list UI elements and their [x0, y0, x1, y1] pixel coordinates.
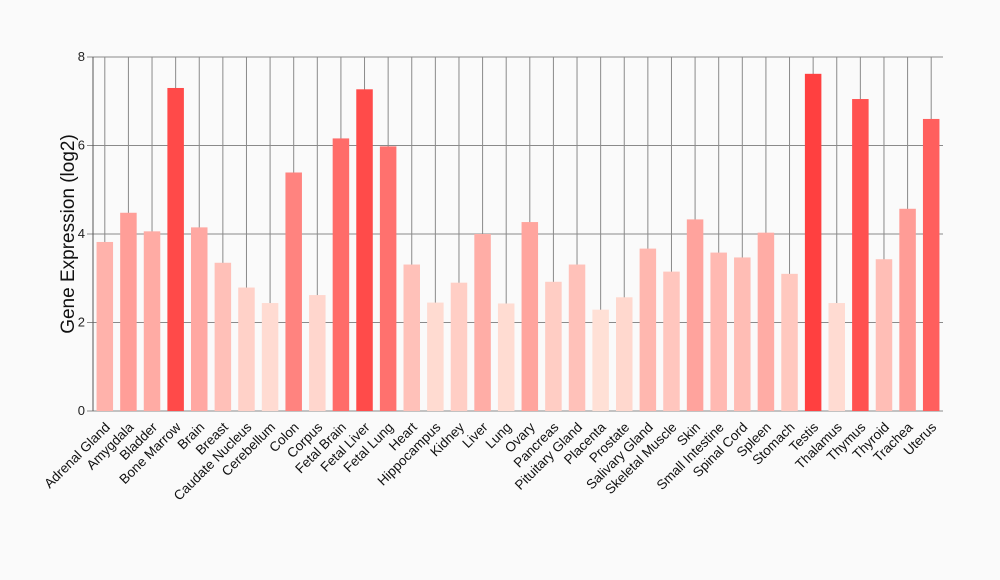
bar	[261, 303, 279, 411]
bar	[285, 172, 302, 411]
bar	[922, 118, 940, 411]
bar	[497, 303, 515, 411]
y-tick-label: 2	[78, 315, 85, 330]
y-tick-label: 4	[78, 226, 85, 241]
bar	[521, 222, 539, 411]
bar	[191, 227, 208, 411]
y-tick-label: 8	[78, 49, 85, 64]
bar	[828, 303, 845, 411]
bar	[309, 295, 326, 411]
bar	[757, 232, 775, 411]
bar	[875, 259, 893, 411]
bar	[403, 264, 420, 411]
bar	[639, 248, 657, 411]
bar	[804, 73, 822, 411]
bar	[710, 252, 727, 411]
bar	[450, 282, 468, 411]
bar	[474, 234, 491, 411]
bar	[238, 287, 255, 411]
y-axis-title: Gene Expression (log2)	[58, 134, 79, 334]
y-tick-label: 6	[78, 138, 85, 153]
bar	[852, 99, 869, 411]
bar	[545, 281, 562, 411]
bars	[96, 73, 940, 412]
bar	[356, 89, 373, 412]
bar	[96, 241, 114, 411]
y-tick-label: 0	[78, 403, 85, 418]
x-tick-label: Liver	[459, 419, 491, 451]
bar	[214, 262, 232, 411]
bar	[686, 219, 704, 411]
bar	[427, 302, 444, 411]
bar	[663, 271, 680, 411]
bar	[568, 264, 586, 411]
bar	[332, 138, 350, 412]
y-axis: 0 2 4 6 8	[78, 49, 94, 418]
bar	[143, 231, 161, 411]
bar	[899, 208, 916, 411]
bar	[781, 273, 798, 411]
bar	[616, 297, 633, 411]
bar	[592, 309, 609, 411]
bar	[379, 146, 397, 411]
bar	[120, 212, 137, 411]
bar	[734, 257, 751, 411]
bar	[167, 87, 184, 411]
